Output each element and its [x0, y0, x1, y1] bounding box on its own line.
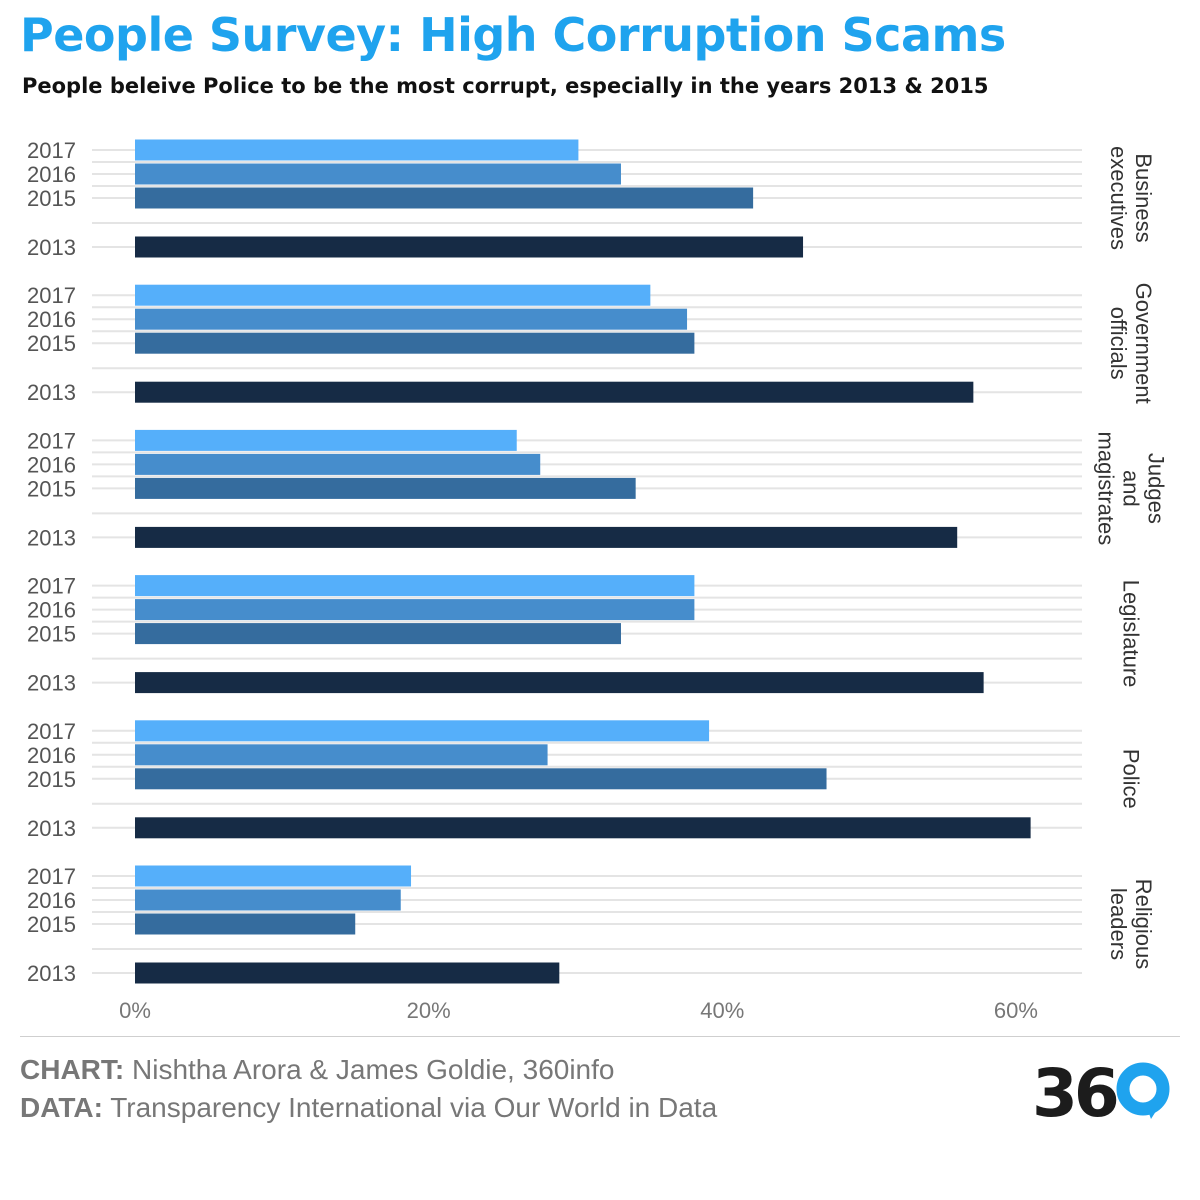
- chart-credit: CHART: Nishtha Arora & James Goldie, 360…: [20, 1052, 614, 1088]
- logo-digits: 36: [1032, 1055, 1117, 1125]
- x-tick-label: 20%: [407, 998, 451, 1023]
- chart-subtitle: People beleive Police to be the most cor…: [22, 74, 989, 98]
- bar-2013: [135, 236, 804, 258]
- logo-arrow-icon: [1147, 1108, 1158, 1119]
- 360info-logo: 36: [1032, 1055, 1170, 1125]
- bar-2013: [135, 381, 974, 403]
- chart-credit-label: CHART:: [20, 1054, 125, 1085]
- logo-ring: [1116, 1062, 1170, 1116]
- year-tick-label: 2017: [27, 574, 76, 599]
- x-tick-label: 60%: [994, 998, 1038, 1023]
- year-tick-label: 2015: [27, 476, 76, 501]
- facet-label: Business: [1131, 153, 1156, 242]
- year-tick-label: 2015: [27, 767, 76, 792]
- bar-2015: [135, 477, 636, 499]
- x-tick-label: 0%: [119, 998, 151, 1023]
- year-tick-label: 2013: [27, 671, 76, 696]
- facet-label: Government: [1131, 283, 1156, 404]
- bar-2016: [135, 599, 695, 621]
- year-tick-label: 2016: [27, 452, 76, 477]
- bar-2016: [135, 889, 401, 911]
- year-tick-label: 2013: [27, 235, 76, 260]
- facet-label: leaders: [1106, 888, 1131, 960]
- facet-label: officials: [1106, 307, 1131, 380]
- year-tick-label: 2013: [27, 525, 76, 550]
- year-tick-label: 2017: [27, 864, 76, 889]
- data-credit-text: Transparency International via Our World…: [102, 1092, 718, 1123]
- year-tick-label: 2015: [27, 186, 76, 211]
- year-tick-label: 2017: [27, 719, 76, 744]
- year-tick-label: 2017: [27, 138, 76, 163]
- bar-2013: [135, 817, 1031, 839]
- year-tick-label: 2016: [27, 743, 76, 768]
- data-credit-label: DATA:: [20, 1092, 103, 1123]
- facet-label: Police: [1119, 749, 1144, 809]
- bar-2017: [135, 865, 412, 887]
- year-tick-label: 2016: [27, 307, 76, 332]
- bar-2015: [135, 768, 827, 790]
- chart-credit-text: Nishtha Arora & James Goldie, 360info: [124, 1054, 615, 1085]
- bar-2015: [135, 332, 695, 354]
- year-tick-label: 2015: [27, 912, 76, 937]
- bar-2016: [135, 163, 621, 185]
- facet-label: Legislature: [1119, 580, 1144, 688]
- year-tick-label: 2013: [27, 961, 76, 986]
- chart-title: People Survey: High Corruption Scams: [20, 8, 1006, 62]
- bar-2016: [135, 453, 541, 475]
- bar-chart: 2017201620152013Businessexecutives201720…: [27, 138, 1169, 1023]
- facet-label: executives: [1106, 146, 1131, 250]
- bar-2015: [135, 913, 356, 935]
- bar-2017: [135, 284, 651, 306]
- facet-label: Judges: [1144, 453, 1169, 524]
- year-tick-label: 2013: [27, 816, 76, 841]
- year-tick-label: 2016: [27, 888, 76, 913]
- data-credit: DATA: Transparency International via Our…: [20, 1090, 717, 1126]
- year-tick-label: 2016: [27, 162, 76, 187]
- facet-label: Religious: [1131, 879, 1156, 970]
- year-tick-label: 2017: [27, 283, 76, 308]
- year-tick-label: 2015: [27, 331, 76, 356]
- footer-divider: [20, 1036, 1180, 1037]
- year-tick-label: 2015: [27, 622, 76, 647]
- bar-2017: [135, 575, 695, 597]
- bar-2015: [135, 623, 621, 645]
- bar-2015: [135, 187, 754, 209]
- bar-2016: [135, 308, 688, 330]
- bar-2016: [135, 744, 548, 766]
- bar-2013: [135, 526, 958, 548]
- bar-2013: [135, 962, 560, 984]
- year-tick-label: 2013: [27, 380, 76, 405]
- facet-label: magistrates: [1094, 432, 1119, 546]
- bar-2013: [135, 672, 984, 694]
- bar-2017: [135, 720, 710, 742]
- bar-2017: [135, 139, 579, 161]
- facet-label: and: [1119, 470, 1144, 507]
- year-tick-label: 2017: [27, 428, 76, 453]
- x-tick-label: 40%: [700, 998, 744, 1023]
- bar-2017: [135, 429, 517, 451]
- year-tick-label: 2016: [27, 598, 76, 623]
